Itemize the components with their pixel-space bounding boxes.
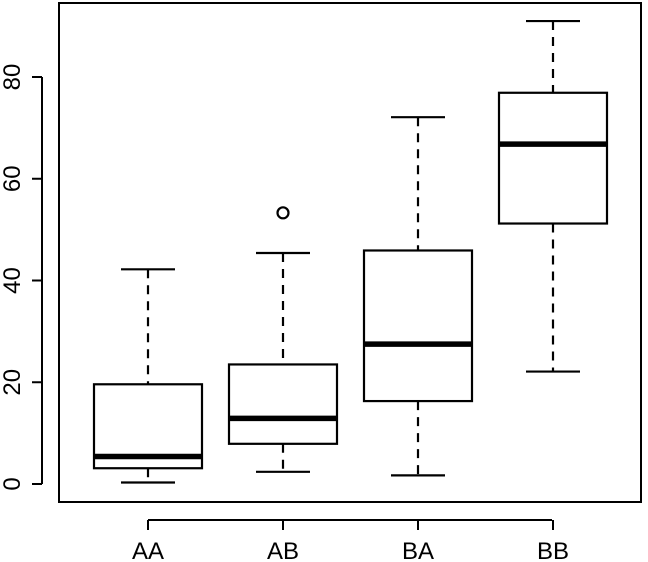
x-tick-label-AA: AA [132,538,164,562]
box-BA [362,116,474,477]
box-AA [92,268,204,484]
x-tick-label-BA: BA [402,538,434,562]
box-BB [497,19,609,373]
y-tick-label-80: 80 [0,64,26,91]
x-tick-label-BB: BB [537,538,569,562]
x-axis: AA AB BA BB [132,520,569,562]
iqr-box-BB [497,91,609,225]
outlier-point-AB-0 [276,206,290,220]
boxes [92,19,609,484]
y-tick-label-0: 0 [0,477,26,490]
y-tick-label-60: 60 [0,165,26,192]
y-tick-label-20: 20 [0,369,26,396]
y-axis: 0 20 40 60 80 [0,64,42,491]
box-AB [227,206,339,473]
y-tick-label-40: 40 [0,267,26,294]
x-tick-label-AB: AB [267,538,299,562]
iqr-box-AB [227,363,339,445]
plot-frame [58,2,642,503]
iqr-box-BA [362,249,474,403]
